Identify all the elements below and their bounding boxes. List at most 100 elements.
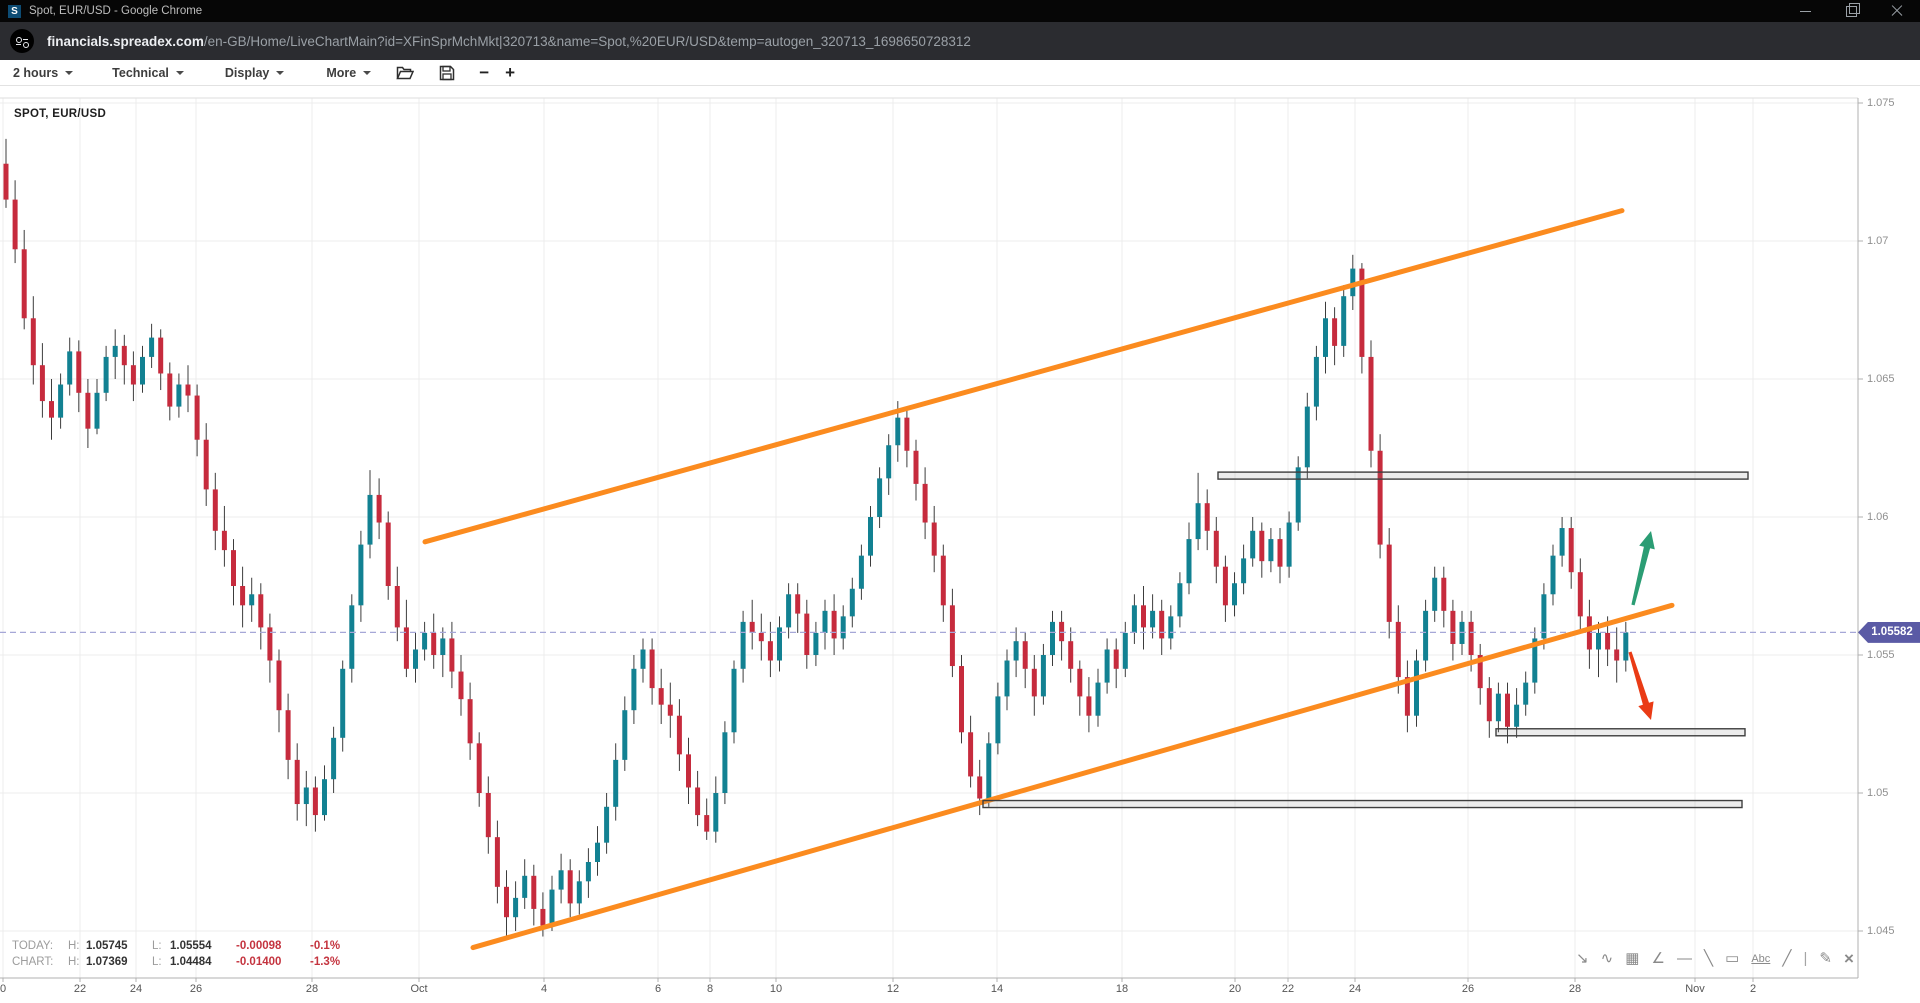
candle-body-up xyxy=(1268,539,1274,562)
candle-body-up xyxy=(1250,530,1256,559)
restore-button[interactable] xyxy=(1828,0,1874,22)
bearish-scenario-arrow[interactable] xyxy=(1628,651,1654,721)
candle-body-down xyxy=(30,318,36,366)
candle-body-up xyxy=(622,710,628,760)
support-zone-rect-lower[interactable] xyxy=(982,799,1743,809)
candle-body-down xyxy=(240,586,246,606)
candlestick-plot xyxy=(0,97,1863,982)
candle-body-up xyxy=(1195,503,1201,540)
candle-body-up xyxy=(349,605,355,669)
minimize-button[interactable] xyxy=(1782,0,1828,22)
cursor-arrow-tool-icon[interactable]: ↘ xyxy=(1576,950,1589,967)
dropdown-technical[interactable]: Technical xyxy=(112,66,184,80)
trend-channel-lower-line[interactable] xyxy=(470,602,1675,951)
fib-grid-tool-icon[interactable]: ▦ xyxy=(1625,950,1640,967)
candle-body-up xyxy=(1050,621,1055,655)
trend-line-tool-icon[interactable]: ╲ xyxy=(1704,950,1714,967)
candle-body-down xyxy=(1577,572,1583,617)
save-chart-button[interactable] xyxy=(439,65,455,81)
candle-body-up xyxy=(440,638,446,655)
candle-body-down xyxy=(431,632,437,655)
candle-body-up xyxy=(822,610,828,633)
window-titlebar: S Spot, EUR/USD - Google Chrome xyxy=(0,0,1920,22)
rectangle-tool-icon[interactable]: ▭ xyxy=(1725,950,1740,967)
time-axis-label: 6 xyxy=(654,983,662,995)
candle-body-up xyxy=(249,594,255,606)
open-chart-button[interactable] xyxy=(396,65,415,80)
candle-body-down xyxy=(1159,610,1165,639)
candle-body-up xyxy=(858,555,864,589)
candle-body-up xyxy=(558,870,564,890)
candle-body-down xyxy=(185,384,191,396)
candle-body-down xyxy=(1368,356,1374,451)
candle-body-down xyxy=(458,671,464,700)
candle-body-down xyxy=(3,163,9,200)
zoom-out-button[interactable]: − xyxy=(479,63,490,82)
candle-body-up xyxy=(777,627,782,661)
drawing-toolbar: ↘ ∿ ▦ ∠ — ╲ ▭ Abc ╱ | ✎ × xyxy=(1576,950,1854,968)
candle-body-down xyxy=(676,715,682,755)
price-axis-label: 1.07 xyxy=(1867,235,1889,247)
candle-body-up xyxy=(522,875,528,898)
candle-body-down xyxy=(940,555,946,606)
resistance-zone-rect[interactable] xyxy=(1217,471,1749,480)
candle-body-up xyxy=(58,384,64,418)
stats-chg: -0.01400 xyxy=(236,955,282,968)
time-axis-label: 4 xyxy=(540,983,548,995)
dropdown-more[interactable]: More xyxy=(326,66,371,80)
candle-body-down xyxy=(931,522,937,556)
stats-val: 1.04484 xyxy=(170,955,212,968)
stats-hl: L: xyxy=(152,955,162,968)
minimize-icon xyxy=(1799,10,1811,12)
candle-body-down xyxy=(1277,539,1283,567)
url-text[interactable]: financials.spreadex.com/en-GB/Home/LiveC… xyxy=(47,34,971,49)
candle-body-up xyxy=(1495,693,1501,722)
candle-body-down xyxy=(212,489,218,531)
site-settings-icon[interactable] xyxy=(10,29,34,53)
zoom-in-button[interactable]: + xyxy=(505,63,516,82)
candle-body-up xyxy=(1423,610,1429,661)
time-axis-label: 28 xyxy=(1568,983,1582,995)
support-zone-rect-upper[interactable] xyxy=(1495,728,1746,737)
candle-body-up xyxy=(176,384,182,407)
candle-body-down xyxy=(795,594,801,614)
candle-body-down xyxy=(385,522,391,586)
candle-body-down xyxy=(831,610,837,639)
measure-tool-icon[interactable]: ✎ xyxy=(1819,950,1832,967)
candle-body-down xyxy=(1022,641,1028,669)
dropdown-display[interactable]: Display xyxy=(225,66,284,80)
time-axis-label: 28 xyxy=(305,983,319,995)
candle-body-up xyxy=(103,356,109,393)
candle-body-up xyxy=(731,668,737,733)
candle-body-down xyxy=(1086,696,1092,716)
candle-body-down xyxy=(1068,641,1074,669)
candle-body-up xyxy=(1232,583,1237,606)
candle-body-down xyxy=(12,199,18,250)
candle-body-up xyxy=(722,732,728,793)
candle-body-up xyxy=(1596,632,1601,650)
candle-body-up xyxy=(840,616,846,639)
time-axis-label: 24 xyxy=(1348,983,1362,995)
candle-body-down xyxy=(1505,693,1510,727)
candle-body-down xyxy=(1450,610,1456,644)
trend-channel-upper-line[interactable] xyxy=(422,208,1625,545)
candle-body-down xyxy=(49,401,54,418)
price-axis-label: 1.065 xyxy=(1867,373,1895,385)
close-button[interactable] xyxy=(1874,0,1920,22)
candle-body-down xyxy=(949,605,955,667)
diagonal-line-tool-icon[interactable]: ╱ xyxy=(1782,950,1792,967)
candle-body-down xyxy=(194,395,200,440)
text-tool-icon[interactable]: Abc xyxy=(1751,953,1771,965)
fan-lines-tool-icon[interactable]: ∠ xyxy=(1651,950,1665,967)
candle-body-down xyxy=(1332,318,1338,346)
candle-body-down xyxy=(758,632,764,642)
candle-body-down xyxy=(695,787,701,816)
delete-tool-icon[interactable]: × xyxy=(1844,949,1854,968)
dropdown-timeframe[interactable]: 2 hours xyxy=(13,66,73,80)
candle-body-up xyxy=(1323,318,1328,357)
candle-body-up xyxy=(1186,539,1192,584)
time-axis-label: 8 xyxy=(706,983,714,995)
bullish-scenario-arrow[interactable] xyxy=(1631,531,1655,606)
freehand-curve-tool-icon[interactable]: ∿ xyxy=(1600,950,1614,967)
horizontal-line-tool-icon[interactable]: — xyxy=(1676,950,1692,967)
